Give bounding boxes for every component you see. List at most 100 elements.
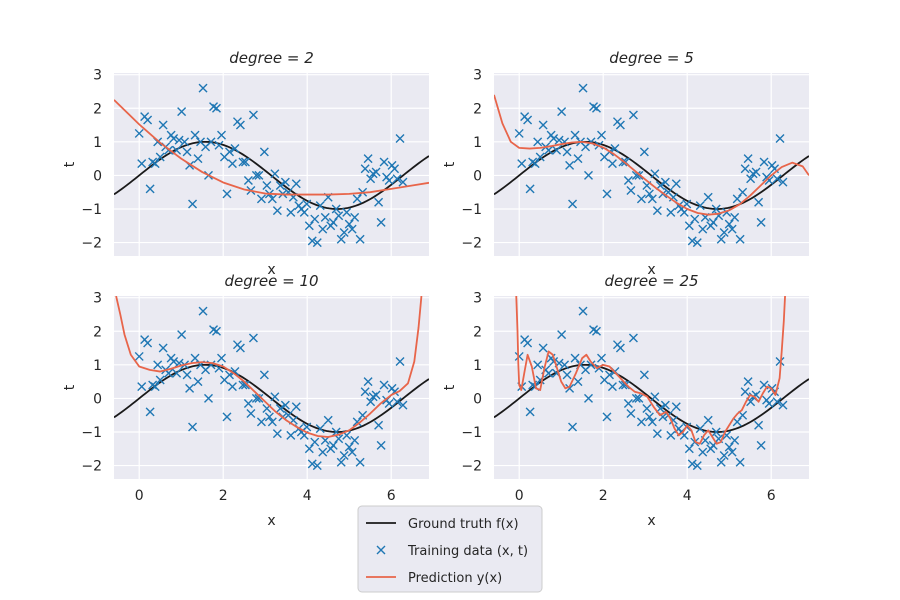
training-point	[352, 194, 362, 204]
training-point	[772, 174, 782, 184]
training-point	[730, 212, 740, 222]
training-point	[703, 415, 713, 425]
training-point	[610, 144, 620, 154]
training-point	[591, 326, 601, 336]
training-point	[312, 461, 322, 471]
subplot-title: degree = 2	[229, 49, 314, 67]
training-point	[227, 159, 237, 169]
y-tick-label: −2	[461, 236, 482, 252]
subplot-4: 0 2 4 6 −2 −1 0 1 2 3 degree = 25 x t	[442, 272, 809, 529]
training-point	[557, 330, 567, 340]
training-point	[636, 417, 646, 427]
subplot-title: degree = 10	[224, 272, 318, 290]
training-point	[180, 137, 190, 147]
training-point	[222, 189, 232, 199]
training-point	[251, 170, 261, 180]
training-point	[711, 204, 721, 214]
training-point	[631, 393, 641, 403]
training-point	[339, 228, 349, 237]
training-point	[259, 370, 269, 380]
training-point	[626, 409, 636, 419]
x-tick-label: 2	[219, 488, 228, 504]
training-point	[687, 236, 697, 246]
training-point	[248, 110, 258, 120]
training-point	[158, 120, 168, 130]
training-point	[535, 152, 545, 162]
training-point	[695, 201, 705, 211]
training-point	[182, 147, 192, 157]
training-point	[350, 212, 360, 222]
y-tick-label: 0	[473, 391, 482, 407]
training-point	[573, 154, 583, 164]
training-point	[214, 140, 224, 150]
training-point	[538, 120, 548, 130]
training-point	[363, 154, 373, 164]
subplot-3: 0 2 4 6 −2 −1 0 1 2 3 degree = 10 x t	[62, 272, 429, 529]
training-point	[347, 447, 357, 457]
training-point	[584, 393, 593, 403]
training-point	[570, 353, 580, 363]
training-point	[703, 192, 713, 202]
training-point	[334, 211, 344, 221]
training-point	[743, 154, 753, 164]
training-point	[198, 83, 208, 93]
x-axis-label: x	[647, 513, 655, 529]
training-point	[328, 440, 338, 450]
training-point	[352, 417, 362, 427]
y-tick-label: −2	[81, 459, 102, 475]
training-point	[336, 234, 346, 244]
training-point	[137, 159, 147, 169]
training-point	[169, 356, 179, 366]
training-point	[204, 393, 213, 403]
plot-area	[114, 296, 429, 471]
y-tick-label: 2	[473, 101, 482, 117]
training-point	[724, 442, 734, 452]
training-point	[716, 234, 726, 244]
training-point	[315, 424, 325, 434]
training-point	[754, 197, 764, 207]
plot-area	[114, 83, 429, 248]
training-point	[698, 447, 708, 457]
training-point	[719, 228, 729, 237]
training-point	[607, 159, 617, 169]
training-point	[695, 424, 705, 434]
training-point	[724, 219, 734, 229]
training-point	[398, 177, 408, 187]
training-point	[243, 398, 253, 408]
training-point	[328, 217, 338, 227]
training-point	[647, 194, 657, 204]
training-point	[272, 206, 282, 216]
training-point	[597, 130, 607, 140]
training-point	[554, 135, 564, 145]
ground-truth-line	[114, 363, 429, 433]
training-point	[355, 234, 365, 244]
y-tick-label: 0	[93, 391, 102, 407]
training-point	[230, 144, 240, 154]
training-point	[573, 377, 583, 387]
legend-box	[357, 505, 543, 593]
training-point	[570, 130, 580, 140]
x-axis-label: x	[267, 513, 275, 529]
x-tick-label: 0	[135, 488, 144, 504]
training-point	[379, 380, 389, 390]
training-point	[395, 133, 405, 143]
training-point	[155, 375, 165, 385]
training-point	[568, 422, 578, 432]
y-tick-label: 1	[93, 358, 102, 374]
subplot-title: degree = 25	[604, 272, 698, 290]
y-tick-label: 1	[473, 135, 482, 151]
training-point	[153, 360, 163, 370]
training-point	[243, 175, 253, 185]
training-point	[150, 159, 160, 169]
training-point	[254, 393, 264, 403]
training-point	[143, 115, 153, 125]
training-point	[286, 430, 296, 440]
y-tick-label: 3	[93, 68, 102, 84]
x-tick-label: 2	[599, 488, 608, 504]
training-point	[193, 154, 203, 164]
training-point	[533, 137, 543, 147]
prediction-line	[114, 99, 429, 196]
training-point	[732, 417, 742, 427]
axes-background	[114, 296, 429, 479]
ground-truth-line	[494, 363, 809, 433]
